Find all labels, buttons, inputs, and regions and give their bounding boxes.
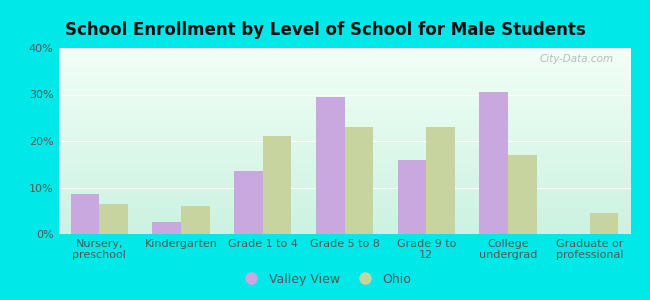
Bar: [99, 204, 128, 234]
Text: City-Data.com: City-Data.com: [540, 54, 614, 64]
Bar: [234, 171, 263, 234]
Bar: [590, 213, 618, 234]
Bar: [344, 127, 373, 234]
Bar: [263, 136, 291, 234]
Bar: [426, 127, 455, 234]
Bar: [508, 155, 536, 234]
Bar: [479, 92, 508, 234]
Bar: [153, 222, 181, 234]
Bar: [398, 160, 426, 234]
Bar: [316, 97, 344, 234]
Bar: [71, 194, 99, 234]
Legend: Valley View, Ohio: Valley View, Ohio: [234, 268, 416, 291]
Text: School Enrollment by Level of School for Male Students: School Enrollment by Level of School for…: [64, 21, 586, 39]
Bar: [181, 206, 210, 234]
